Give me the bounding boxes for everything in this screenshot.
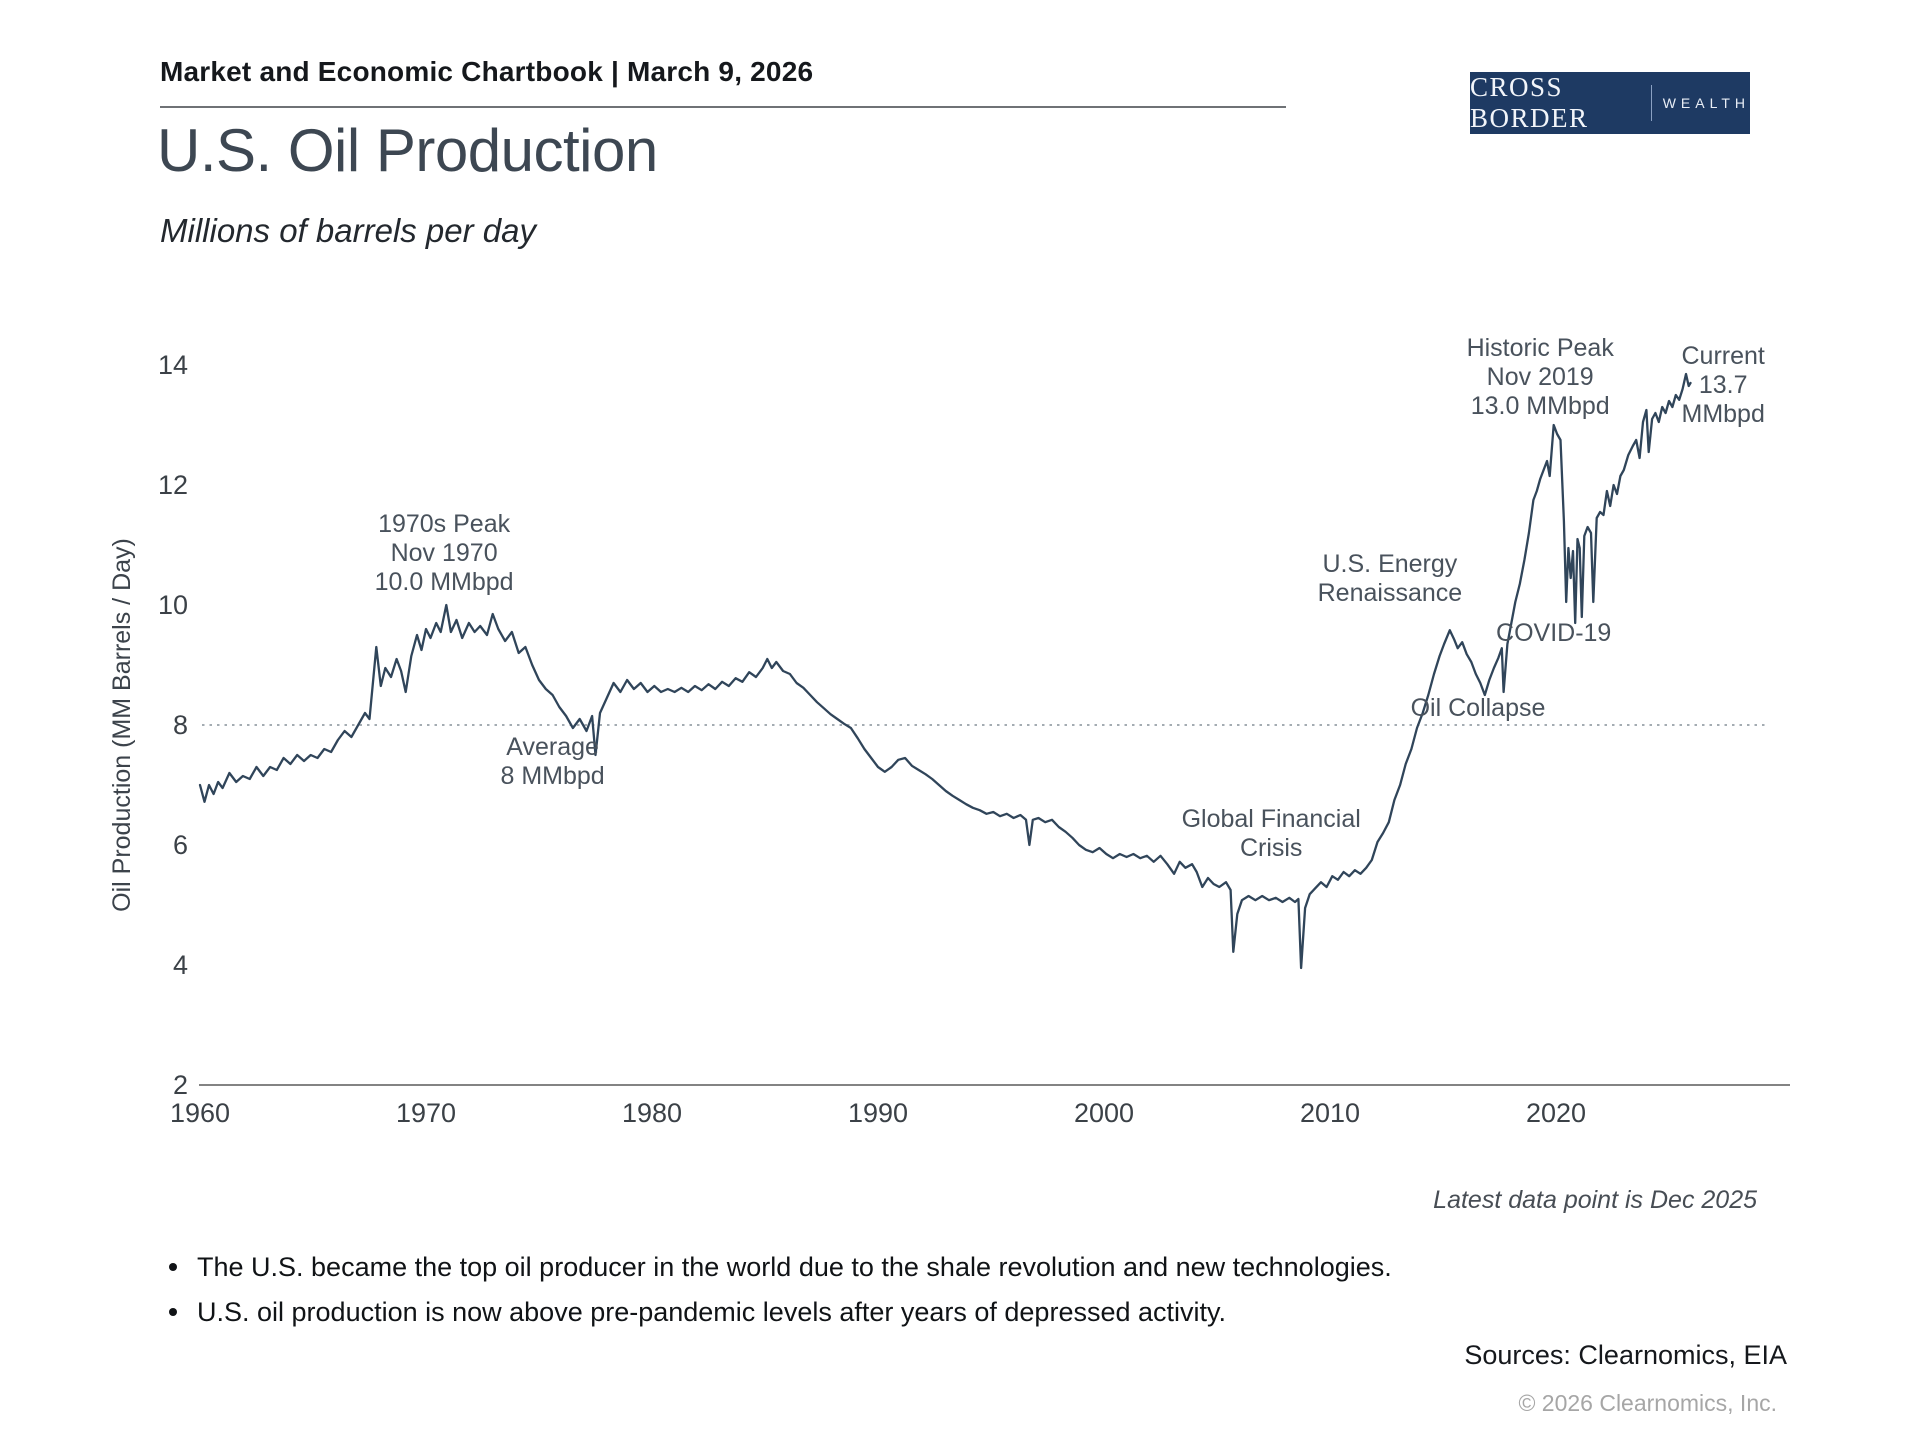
- key-points-list: The U.S. became the top oil producer in …: [163, 1252, 1392, 1342]
- annotation-peak-1970: 10.0 MMbpd: [375, 568, 514, 596]
- page-subtitle: Millions of barrels per day: [160, 212, 536, 249]
- x-tick-label: 1970: [396, 1098, 456, 1128]
- annotation-gfc: Global Financial: [1182, 805, 1361, 833]
- y-tick-label: 10: [158, 590, 188, 620]
- page-title: U.S. Oil Production: [157, 117, 658, 184]
- annotation-covid-19: COVID-19: [1496, 619, 1611, 647]
- x-tick-label: 2010: [1300, 1098, 1360, 1128]
- x-tick-label: 1980: [622, 1098, 682, 1128]
- production-line: [198, 372, 1692, 970]
- header-rule: [160, 106, 1286, 108]
- y-tick-label: 8: [173, 710, 188, 740]
- bullet-item: The U.S. became the top oil producer in …: [163, 1252, 1392, 1283]
- x-tick-label: 2020: [1526, 1098, 1586, 1128]
- bullet-dot-icon: [169, 1263, 177, 1271]
- y-axis-title: Oil Production (MM Barrels / Day): [108, 538, 136, 912]
- x-tick-label: 2000: [1074, 1098, 1134, 1128]
- latest-data-footnote: Latest data point is Dec 2025: [1433, 1186, 1757, 1214]
- x-tick-label: 1990: [848, 1098, 908, 1128]
- logo-secondary-text: WEALTH: [1662, 95, 1750, 111]
- annotation-peak-1970: Nov 1970: [391, 539, 498, 567]
- annotation-gfc: Crisis: [1240, 834, 1303, 862]
- cross-border-wealth-logo: CROSS BORDER WEALTH: [1470, 72, 1750, 134]
- logo-divider: [1650, 85, 1652, 121]
- annotation-current: MMbpd: [1682, 400, 1765, 428]
- x-tick-label: 1960: [170, 1098, 230, 1128]
- annotation-historic-peak: 13.0 MMbpd: [1471, 392, 1610, 420]
- annotation-renaissance: U.S. Energy: [1323, 550, 1458, 578]
- bullet-text: U.S. oil production is now above pre-pan…: [197, 1297, 1227, 1327]
- bullet-item: U.S. oil production is now above pre-pan…: [163, 1297, 1392, 1328]
- annotation-current: 13.7: [1699, 371, 1748, 399]
- y-tick-label: 14: [158, 350, 188, 380]
- annotation-historic-peak: Historic Peak: [1467, 334, 1615, 362]
- y-tick-label: 4: [173, 950, 188, 980]
- copyright-text: © 2026 Clearnomics, Inc.: [1518, 1390, 1777, 1416]
- annotation-average-label: Average: [506, 733, 599, 761]
- logo-primary-text: CROSS BORDER: [1470, 72, 1589, 133]
- annotation-historic-peak: Nov 2019: [1487, 363, 1594, 391]
- chartbook-header: Market and Economic Chartbook | March 9,…: [160, 56, 814, 87]
- annotation-current: Current: [1682, 342, 1765, 370]
- annotation-renaissance: Renaissance: [1318, 579, 1463, 607]
- annotation-oil-collapse: Oil Collapse: [1411, 694, 1546, 722]
- annotation-peak-1970: 1970s Peak: [378, 510, 511, 538]
- y-tick-label: 12: [158, 470, 188, 500]
- annotation-average-label: 8 MMbpd: [500, 762, 604, 790]
- y-tick-label: 6: [173, 830, 188, 860]
- sources-text: Sources: Clearnomics, EIA: [1464, 1340, 1787, 1370]
- y-tick-label: 2: [173, 1070, 188, 1100]
- bullet-dot-icon: [169, 1308, 177, 1316]
- bullet-text: The U.S. became the top oil producer in …: [197, 1252, 1392, 1282]
